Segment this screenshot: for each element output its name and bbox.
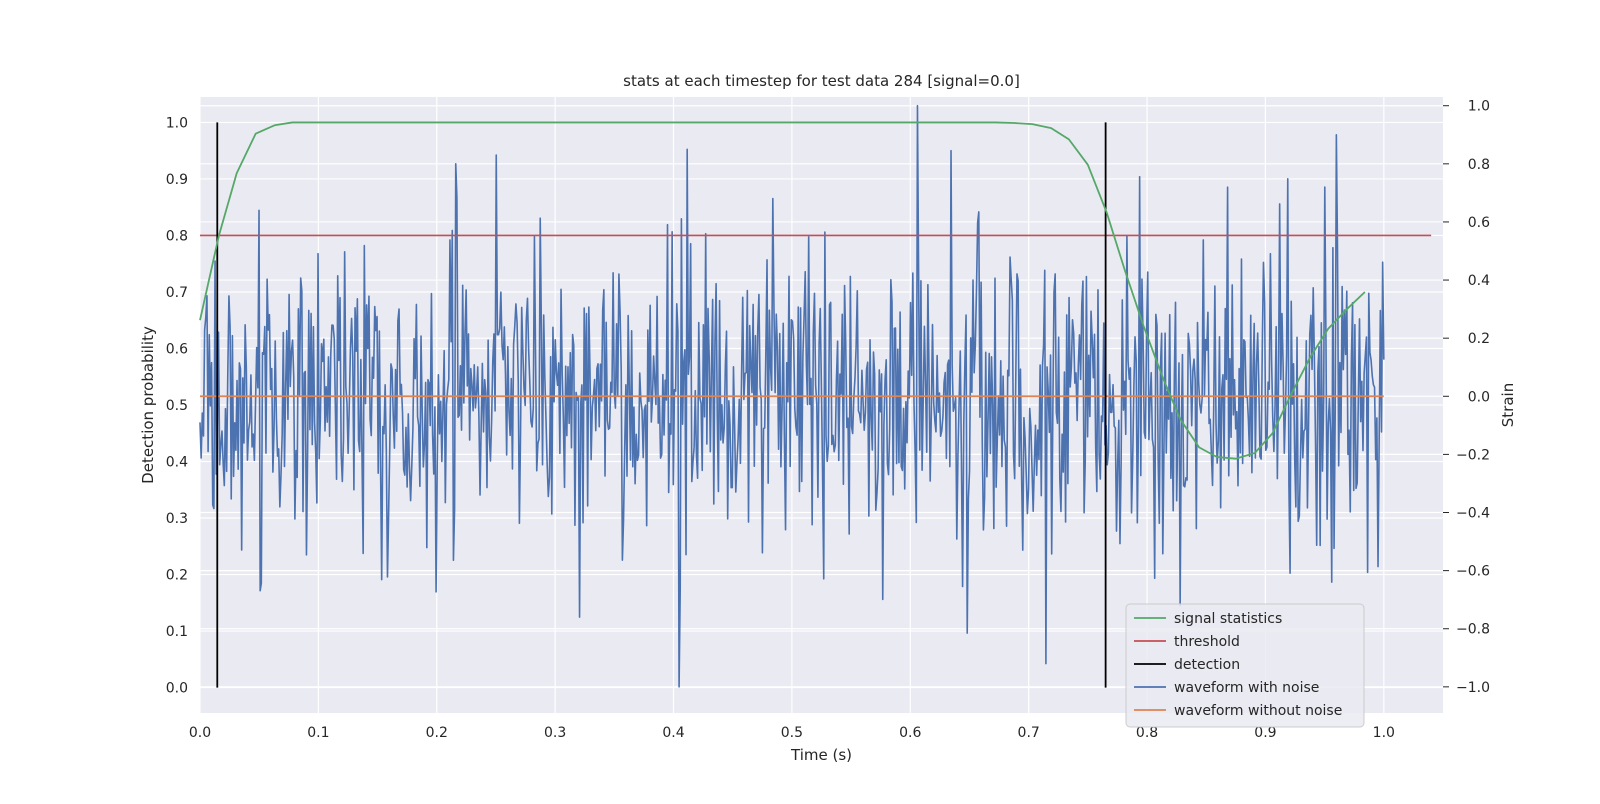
chart-title: stats at each timestep for test data 284… (623, 72, 1020, 90)
y-tick-label: 0.8 (166, 228, 188, 244)
y2-tick-label: −0.8 (1456, 622, 1490, 638)
legend-label: waveform without noise (1174, 703, 1342, 719)
legend-box (1125, 603, 1365, 728)
x-tick-label: 0.9 (1254, 725, 1276, 741)
legend-label: signal statistics (1174, 611, 1282, 627)
y-tick-label: 0.1 (166, 624, 188, 640)
y2-tick-label: 0.6 (1468, 215, 1490, 231)
x-tick-label: 0.8 (1136, 725, 1158, 741)
y-tick-label: 1.0 (166, 115, 188, 131)
y-tick-label: 0.9 (166, 172, 188, 188)
axes-layer: 0.0 0.1 0.2 0.3 0.4 0.5 0.6 0.7 0.8 0.9 1.0 0.0 0.1 0… (166, 99, 1490, 741)
x-axis-label: Time (s) (790, 746, 852, 764)
y2-tick-label: 1.0 (1468, 99, 1490, 115)
y-tick-label: 0.3 (166, 511, 188, 527)
y2-tick-label: 0.2 (1468, 331, 1490, 347)
y2-axis-label: Strain (1499, 383, 1517, 427)
y-tick-label: 0.7 (166, 285, 188, 301)
y2-tick-label: −1.0 (1456, 680, 1490, 696)
legend-label: threshold (1174, 634, 1240, 650)
y2-tick-label: −0.4 (1456, 506, 1490, 522)
signal-statistics-line (199, 121, 1366, 460)
waveform-with-noise-line (199, 104, 1385, 688)
legend-label: detection (1174, 657, 1240, 673)
y-tick-label: 0.6 (166, 341, 188, 357)
y-tick-label: 0.2 (166, 568, 188, 584)
x-tick-label: 0.4 (662, 725, 684, 741)
y-tick-label: 0.0 (166, 681, 188, 697)
y2-tick-label: 0.0 (1468, 389, 1490, 405)
legend: signal statistics threshold detection wavef… (1125, 603, 1365, 728)
y-tick-label: 0.4 (166, 455, 188, 471)
x-tick-label: 0.0 (189, 725, 211, 741)
x-tick-label: 0.2 (426, 725, 448, 741)
x-tick-label: 1.0 (1373, 725, 1395, 741)
x-tick-label: 0.3 (544, 725, 566, 741)
x-tick-label: 0.1 (307, 725, 329, 741)
y2-tick-label: 0.8 (1468, 157, 1490, 173)
y-tick-label: 0.5 (166, 398, 188, 414)
series-layer (199, 104, 1432, 688)
x-tick-label: 0.6 (899, 725, 921, 741)
legend-label: waveform with noise (1174, 680, 1319, 696)
y-axis-label: Detection probability (139, 326, 157, 484)
y2-tick-label: −0.6 (1456, 564, 1490, 580)
y2-tick-label: 0.4 (1468, 273, 1490, 289)
y2-tick-label: −0.2 (1456, 447, 1490, 463)
x-tick-label: 0.5 (781, 725, 803, 741)
x-tick-label: 0.7 (1018, 725, 1040, 741)
